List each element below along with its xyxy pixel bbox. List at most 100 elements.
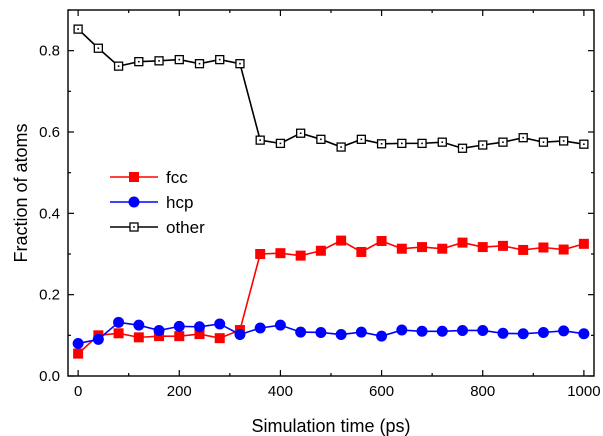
data-point-fcc [275,248,286,259]
data-point-hcp [254,322,266,334]
data-point-other-dot [542,141,545,143]
data-point-fcc [214,333,225,344]
data-point-other-dot [117,65,120,67]
data-point-hcp [457,324,468,336]
data-point-hcp [194,321,205,333]
data-point-hcp [376,330,388,342]
data-point-other-dot [380,142,383,145]
data-point-other-dot [502,141,504,143]
legend-item-hcp: hcp [110,193,193,212]
y-tick-label: 0.0 [39,368,60,385]
data-point-other-dot [77,28,79,30]
data-point-hcp [92,333,104,345]
data-point-other-dot [239,62,241,65]
legend-marker-hcp [128,196,140,208]
data-point-fcc [315,245,326,256]
series-fcc [73,235,589,359]
series-line-other [77,28,585,150]
data-point-hcp [315,326,327,338]
data-point-fcc [255,249,266,259]
data-point-hcp [537,326,549,338]
data-point-hcp [477,324,489,336]
data-point-fcc [538,242,549,253]
data-point-hcp [578,328,590,340]
data-point-other-dot [218,58,221,61]
y-tick-label: 0.2 [39,287,60,304]
data-point-fcc [558,244,569,255]
data-point-hcp [558,325,570,337]
data-point-other-dot [401,142,403,145]
legend-label-other: other [166,218,205,237]
series-line-fcc [77,239,585,355]
x-tick-label: 200 [167,383,192,400]
data-point-hcp [214,318,226,330]
data-point-hcp [335,329,347,341]
data-point-fcc [497,240,508,251]
data-point-other-dot [97,47,100,50]
x-tick-label: 600 [369,383,394,400]
series-hcp [72,316,590,349]
x-tick-label: 800 [470,383,495,400]
data-point-hcp [295,326,307,338]
data-point-fcc [477,242,488,253]
data-point-fcc [356,246,367,257]
data-point-other-dot [461,147,464,150]
data-point-hcp [234,329,246,341]
data-point-hcp [72,337,84,349]
data-point-other-dot [178,58,181,61]
legend-marker-fcc [129,172,139,182]
data-point-other-dot [421,142,423,145]
x-axis-title: Simulation time (ps) [251,416,410,436]
data-point-hcp [133,319,145,331]
data-point-fcc [73,348,84,359]
data-point-fcc [457,237,468,248]
data-point-hcp [436,325,448,337]
data-point-fcc [113,328,124,339]
data-point-fcc [295,250,306,261]
data-point-other-dot [299,132,302,135]
data-point-fcc [518,244,529,255]
data-point-other-dot [562,140,565,142]
y-tick-label: 0.6 [39,124,60,141]
data-point-other-dot [441,141,444,143]
data-point-hcp [355,326,367,338]
data-point-hcp [497,327,509,339]
data-point-fcc [437,243,448,254]
data-point-other-dot [158,60,160,62]
y-tick-label: 0.8 [39,43,60,60]
data-point-fcc [417,242,428,253]
data-point-fcc [336,235,347,246]
x-tick-label: 1000 [567,383,600,400]
data-point-other-dot [360,138,363,141]
y-axis-title: Fraction of atoms [11,123,31,262]
x-tick-label: 400 [268,383,293,400]
data-point-other-dot [138,60,140,63]
data-point-hcp [274,319,286,331]
data-point-hcp [396,324,408,336]
data-point-other-dot [583,143,585,145]
legend-label-fcc: fcc [166,168,188,187]
data-point-other-dot [522,136,524,139]
legend-label-hcp: hcp [166,193,193,212]
data-point-fcc [174,331,185,342]
legend-marker-other-dot [133,226,135,228]
data-point-fcc [396,243,407,254]
data-point-hcp [416,325,428,337]
data-point-other-dot [481,144,484,146]
legend-item-fcc: fcc [110,168,188,187]
legend-item-other: other [110,218,205,237]
data-point-fcc [133,332,144,343]
x-tick-label: 0 [74,383,82,400]
data-point-hcp [173,320,185,332]
data-point-hcp [517,328,529,340]
data-point-other-dot [259,139,261,141]
series-other [73,24,589,153]
data-point-hcp [153,324,165,336]
data-point-other-dot [340,146,342,148]
data-point-other-dot [320,138,322,141]
data-point-hcp [113,316,125,328]
legend: fcc hcp other [110,168,205,237]
data-point-other-dot [198,62,201,65]
data-point-fcc [376,235,387,246]
